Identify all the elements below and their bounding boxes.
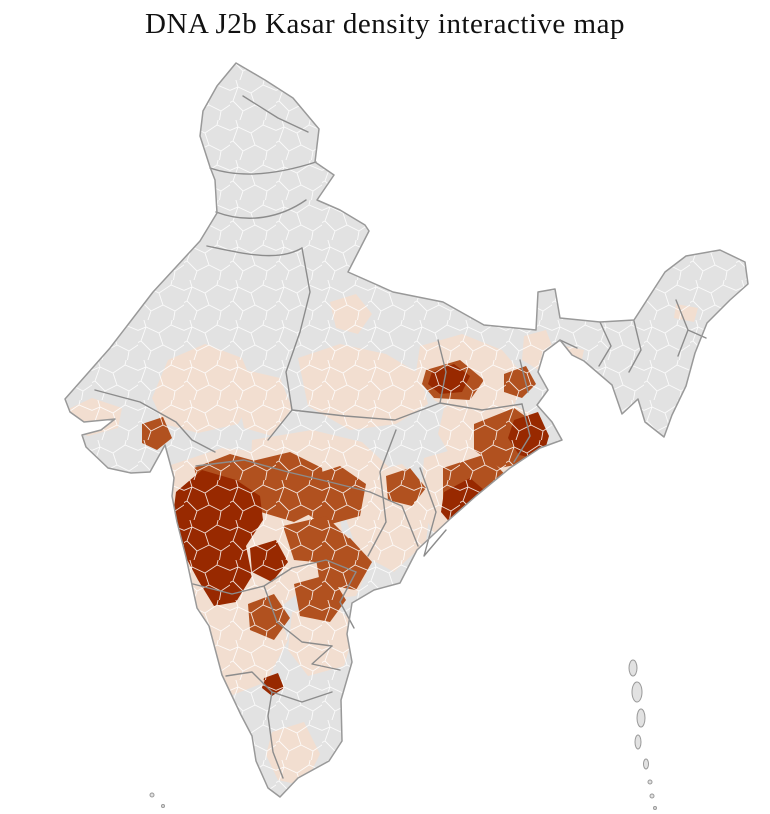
island[interactable] <box>161 804 165 808</box>
state-boundary <box>195 459 371 493</box>
state-boundary <box>299 247 311 333</box>
state-boundary <box>437 339 447 404</box>
state-boundary <box>263 585 333 647</box>
island[interactable] <box>653 806 657 810</box>
island[interactable] <box>643 758 649 770</box>
state-boundaries <box>94 95 707 779</box>
state-boundary <box>215 199 307 219</box>
state-boundary <box>271 645 341 703</box>
state-boundary <box>513 403 531 463</box>
andaman-islands[interactable] <box>628 659 657 810</box>
state-boundary <box>439 359 529 411</box>
state-boundary <box>267 331 301 441</box>
district-boundaries-overlay <box>65 63 748 797</box>
island[interactable] <box>647 779 653 785</box>
island[interactable] <box>631 681 643 703</box>
state-boundary <box>242 95 309 133</box>
state-boundary <box>559 299 707 373</box>
state-boundary <box>225 671 284 779</box>
island[interactable] <box>628 659 638 677</box>
island[interactable] <box>149 792 155 798</box>
island[interactable] <box>636 708 646 728</box>
state-boundary <box>419 467 447 557</box>
state-boundary <box>209 161 317 175</box>
state-boundary <box>192 559 357 595</box>
map-title: DNA J2b Kasar density interactive map <box>145 8 625 40</box>
island[interactable] <box>649 793 655 799</box>
state-boundary <box>291 402 441 421</box>
state-boundary <box>94 389 216 453</box>
state-boundary <box>369 491 419 547</box>
state-boundary <box>206 245 303 257</box>
lakshadweep-islands[interactable] <box>149 792 165 808</box>
island[interactable] <box>634 734 642 750</box>
